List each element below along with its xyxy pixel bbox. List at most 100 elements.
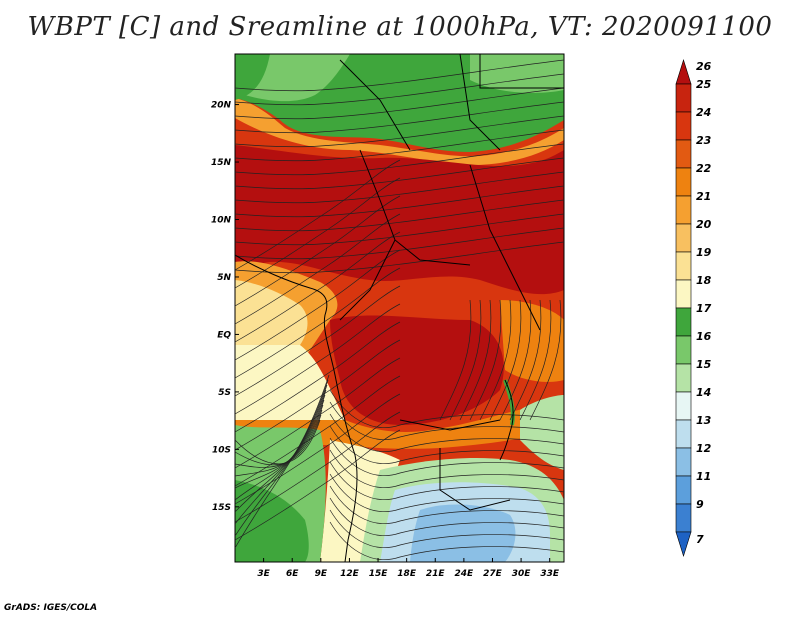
longitude-labels: 3E 6E 9E 12E 15E 18E 21E 24E 27E 30E 33E	[257, 558, 560, 579]
streamline	[235, 393, 401, 505]
streamline	[235, 384, 328, 525]
streamline	[235, 213, 401, 325]
streamline	[235, 129, 564, 162]
latitude-labels: 20N 15N 10N 5N EQ 5S 10S 15S	[211, 101, 239, 513]
streamlines	[235, 59, 564, 560]
colorbar-label: 18	[696, 274, 712, 287]
streamline	[235, 159, 401, 271]
streamline	[519, 299, 552, 421]
streamline	[235, 409, 323, 468]
colorbar-segment	[675, 335, 692, 365]
streamline	[235, 227, 564, 260]
streamline	[235, 429, 401, 541]
streamline	[479, 299, 512, 421]
streamline	[329, 497, 564, 536]
lon-label: 24E	[455, 569, 475, 579]
colorbar-segment	[675, 503, 692, 533]
colorbar-segment	[675, 139, 692, 169]
colorbar-label: 13	[696, 414, 712, 427]
lat-label: EQ	[217, 330, 231, 340]
streamline	[235, 195, 401, 307]
credit-text: GrADS: IGES/COLA	[4, 603, 98, 613]
streamline	[489, 299, 522, 421]
colorbar: 26 25 24 23 22 21 20 19 18 17 16 15 14 13 12 11 9 7	[675, 58, 712, 558]
streamline	[235, 267, 401, 379]
lon-label: 6E	[286, 569, 299, 579]
colorbar-label: 23	[696, 134, 712, 147]
lon-label: 9E	[315, 569, 328, 579]
streamline	[329, 401, 564, 440]
streamline	[235, 414, 322, 466]
colorbar-segment	[675, 363, 692, 393]
streamline	[459, 299, 492, 421]
colorbar-segment	[675, 83, 692, 113]
colorbar-label: 19	[696, 246, 712, 259]
lon-label: 33E	[540, 569, 560, 579]
colorbar-label: 12	[696, 442, 712, 455]
streamline	[449, 299, 482, 421]
colorbar-segment	[675, 251, 692, 281]
colorbar-segment	[675, 58, 692, 85]
streamline	[235, 59, 564, 92]
lon-label: 27E	[483, 569, 503, 579]
colorbar-label: 16	[696, 330, 712, 343]
streamline	[235, 157, 564, 190]
streamline	[329, 485, 564, 524]
lat-label: 5S	[218, 388, 231, 398]
lat-label: 20N	[211, 101, 232, 111]
streamline	[235, 394, 326, 501]
streamline	[235, 213, 564, 246]
streamline	[469, 299, 502, 421]
plot-title: WBPT [C] and Sreamline at 1000hPa, VT: 2…	[27, 12, 773, 42]
colorbar-label: 24	[696, 106, 711, 119]
colorbar-segment	[675, 419, 692, 449]
lat-label: 10N	[211, 216, 232, 226]
colorbar-segment	[675, 195, 692, 225]
streamline	[235, 404, 324, 477]
colorbar-label: 21	[696, 190, 711, 203]
streamline	[329, 521, 564, 560]
colorbar-label: 14	[696, 386, 711, 399]
colorbar-segment	[675, 307, 692, 337]
streamline	[235, 231, 401, 343]
streamline	[329, 437, 564, 476]
streamline	[499, 299, 532, 421]
colorbar-segment	[675, 475, 692, 505]
colorbar-label: 22	[696, 162, 712, 175]
streamline	[235, 399, 325, 489]
lat-label: 15N	[211, 158, 232, 168]
streamline	[509, 299, 542, 421]
lon-label: 3E	[257, 569, 270, 579]
lon-label: 21E	[426, 569, 446, 579]
colorbar-segment	[675, 167, 692, 197]
streamline	[235, 374, 330, 549]
streamline	[529, 299, 562, 421]
lon-label: 18E	[397, 569, 417, 579]
streamline	[329, 473, 564, 512]
colorbar-segment	[675, 447, 692, 477]
colorbar-label: 17	[696, 302, 712, 315]
colorbar-label: 26	[696, 60, 712, 73]
streamline	[235, 73, 564, 106]
streamline	[235, 101, 564, 134]
lon-label: 12E	[340, 569, 360, 579]
colorbar-label: 9	[696, 498, 704, 511]
lon-label: 30E	[512, 569, 532, 579]
streamline	[235, 171, 564, 204]
colorbar-label: 11	[696, 470, 711, 483]
streamline	[439, 299, 472, 421]
streamline	[235, 249, 401, 361]
streamline	[235, 321, 401, 433]
streamline	[235, 389, 327, 513]
lat-label: 15S	[212, 503, 231, 513]
streamline	[235, 199, 564, 232]
colorbar-label: 15	[696, 358, 712, 371]
streamline	[235, 87, 564, 120]
lat-label: 5N	[217, 273, 231, 283]
country-borders	[235, 54, 564, 562]
colorbar-label: 25	[696, 78, 712, 91]
streamline	[235, 285, 401, 397]
colorbar-segment	[675, 391, 692, 421]
